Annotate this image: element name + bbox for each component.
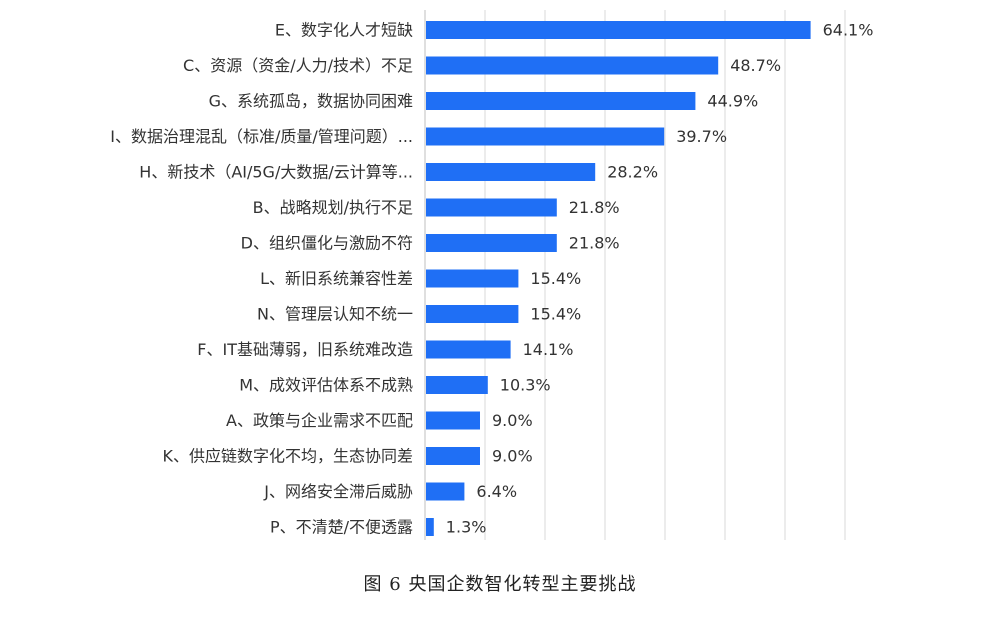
value-label: 15.4% [530, 305, 581, 324]
bar [426, 127, 665, 146]
bar [426, 198, 557, 217]
bar [426, 56, 719, 75]
bar [426, 269, 519, 288]
bar [426, 482, 465, 501]
bar [426, 163, 596, 181]
category-label: G、系统孤岛，数据协同困难 [209, 92, 413, 111]
bar [426, 92, 696, 110]
bar [426, 340, 511, 359]
category-label: B、战略规划/执行不足 [253, 198, 413, 217]
category-label: A、政策与企业需求不匹配 [226, 411, 413, 430]
category-label: L、新旧系统兼容性差 [260, 269, 413, 288]
value-label: 10.3% [500, 376, 551, 395]
value-label: 21.8% [569, 234, 620, 253]
bar [426, 411, 480, 430]
category-label: K、供应链数字化不均，生态协同差 [163, 447, 414, 466]
bar [426, 21, 811, 39]
value-label: 15.4% [530, 269, 581, 288]
figure-caption: 图 6 央国企数智化转型主要挑战 [363, 574, 637, 595]
category-label: N、管理层认知不统一 [257, 305, 413, 324]
value-label: 28.2% [607, 163, 658, 182]
value-label: 9.0% [492, 447, 533, 466]
category-label: P、不清楚/不便透露 [270, 518, 413, 537]
value-label: 21.8% [569, 198, 620, 217]
bar [426, 234, 557, 252]
category-label: C、资源（资金/人力/技术）不足 [183, 56, 413, 75]
value-label: 1.3% [446, 518, 487, 537]
bar [426, 447, 480, 465]
category-label: H、新技术（AI/5G/大数据/云计算等... [139, 163, 413, 182]
bar [426, 518, 434, 536]
category-label: M、成效评估体系不成熟 [239, 376, 413, 395]
value-label: 64.1% [823, 21, 874, 40]
category-label: E、数字化人才短缺 [275, 21, 413, 40]
value-label: 39.7% [676, 127, 727, 146]
category-label: J、网络安全滞后威胁 [263, 482, 413, 501]
category-label: F、IT基础薄弱，旧系统难改造 [197, 340, 413, 359]
value-label: 44.9% [707, 92, 758, 111]
value-label: 6.4% [476, 482, 517, 501]
value-label: 14.1% [523, 340, 574, 359]
bar-chart: E、数字化人才短缺 64.1% C、资源（资金/人力/技术）不足 48.7% G、系统孤… [110, 10, 874, 540]
category-label: D、组织僵化与激励不符 [241, 234, 413, 253]
bar [426, 376, 488, 394]
value-label: 48.7% [730, 56, 781, 75]
bar [426, 305, 519, 323]
value-label: 9.0% [492, 411, 533, 430]
category-label: I、数据治理混乱（标准/质量/管理问题）... [110, 127, 413, 146]
